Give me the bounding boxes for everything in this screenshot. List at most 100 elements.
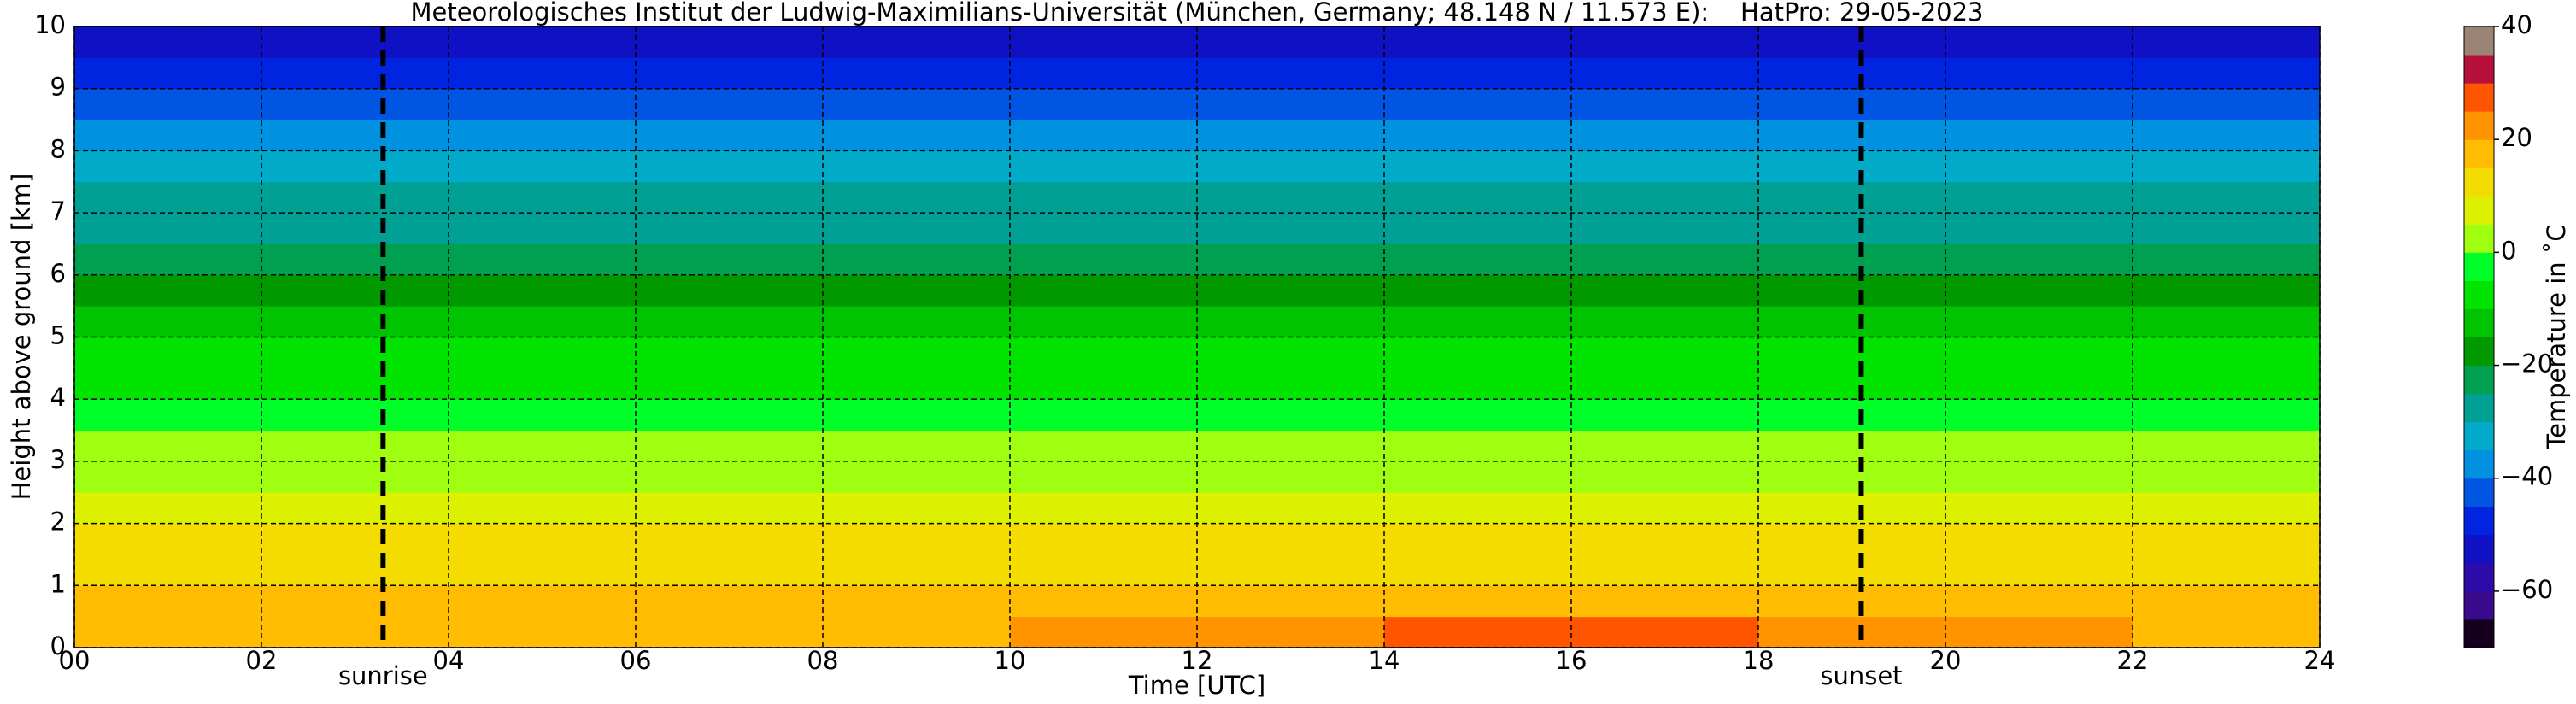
heatmap-cell — [2133, 430, 2321, 462]
heatmap-cell — [2133, 337, 2321, 369]
heatmap-cell — [74, 274, 262, 307]
heatmap-cell — [449, 430, 637, 462]
heatmap-cell — [1571, 150, 1759, 183]
heatmap-cell — [823, 523, 1011, 555]
heatmap-cell — [449, 616, 637, 648]
heatmap-cell — [636, 585, 824, 618]
heatmap-cell — [1197, 306, 1385, 337]
heatmap-cell — [449, 492, 637, 525]
heatmap-cell — [823, 399, 1011, 431]
heatmap-cell — [2133, 26, 2321, 58]
heatmap-cell — [1571, 120, 1759, 151]
heatmap-cell — [1945, 181, 2133, 214]
heatmap-cell — [1197, 243, 1385, 276]
colorbar-swatch — [2464, 337, 2494, 367]
colorbar-frame — [2463, 26, 2495, 648]
heatmap-cell — [1384, 367, 1572, 400]
heatmap-cell — [2133, 306, 2321, 337]
heatmap-cell — [449, 306, 637, 337]
heatmap-cell — [1758, 430, 1946, 462]
heatmap-cell — [74, 399, 262, 431]
colorbar-swatch — [2464, 196, 2494, 225]
heatmap-cell — [1384, 337, 1572, 369]
heatmap-cell — [1945, 585, 2133, 618]
heatmap-cell — [1571, 337, 1759, 369]
heatmap-cell — [74, 243, 262, 276]
heatmap-cell — [74, 213, 262, 244]
heatmap-cell — [2133, 120, 2321, 151]
heatmap-cell — [1384, 399, 1572, 431]
heatmap-cell — [74, 150, 262, 183]
heatmap-cell — [74, 585, 262, 618]
heatmap-cell — [449, 120, 637, 151]
y-tick-label: 0 — [50, 631, 66, 660]
heatmap-cell — [449, 274, 637, 307]
heatmap-cell — [1384, 57, 1572, 90]
heatmap-cell — [1571, 57, 1759, 90]
colorbar-swatch — [2464, 365, 2494, 395]
heatmap-cell — [1571, 306, 1759, 337]
heatmap-cell — [823, 616, 1011, 648]
heatmap-cell — [449, 26, 637, 58]
heatmap-cell — [1945, 523, 2133, 555]
heatmap-cell — [261, 274, 449, 307]
heatmap-cell — [1571, 585, 1759, 618]
y-tick-label: 3 — [50, 445, 66, 474]
heatmap-cell — [1197, 616, 1385, 648]
heatmap-cell — [449, 213, 637, 244]
heatmap-cell — [636, 88, 824, 120]
heatmap-cell — [1571, 243, 1759, 276]
heatmap-cell — [1571, 523, 1759, 555]
heatmap-cell — [449, 399, 637, 431]
heatmap-cell — [1197, 337, 1385, 369]
heatmap-cell — [1010, 554, 1198, 586]
heatmap-cell — [823, 243, 1011, 276]
colorbar-swatch — [2464, 252, 2494, 281]
heatmap-cell — [1384, 306, 1572, 337]
heatmap-cell — [261, 120, 449, 151]
y-tick-label: 6 — [50, 259, 66, 288]
heatmap-cell — [1384, 243, 1572, 276]
heatmap-cell — [823, 461, 1011, 493]
heatmap-cell — [1384, 26, 1572, 58]
x-tick-label: 18 — [1743, 646, 1775, 675]
heatmap-cell — [823, 554, 1011, 586]
heatmap-cell — [449, 337, 637, 369]
heatmap-cell — [636, 57, 824, 90]
heatmap-cell — [1197, 181, 1385, 214]
heatmap-cell — [1571, 554, 1759, 586]
heatmap-cell — [449, 554, 637, 586]
heatmap-cell — [74, 26, 262, 58]
heatmap-cell — [261, 181, 449, 214]
heatmap-cell — [261, 523, 449, 555]
colorbar-swatch — [2464, 534, 2494, 564]
heatmap-cell — [1010, 523, 1198, 555]
heatmap-cell — [1945, 367, 2133, 400]
plot-frame — [73, 26, 2321, 648]
x-tick-label: 02 — [246, 646, 278, 675]
heatmap-cell — [1384, 181, 1572, 214]
colorbar-swatch — [2464, 449, 2494, 479]
heatmap-cell — [1945, 554, 2133, 586]
heatmap-cell — [261, 461, 449, 493]
x-tick-label: 06 — [620, 646, 652, 675]
heatmap-cell — [1197, 274, 1385, 307]
x-tick-label: 04 — [433, 646, 465, 675]
heatmap-cell — [74, 492, 262, 525]
heatmap-cell — [636, 243, 824, 276]
heatmap-cell — [1571, 213, 1759, 244]
heatmap-cell — [261, 26, 449, 58]
heatmap-cell — [1010, 337, 1198, 369]
heatmap-cell — [74, 57, 262, 90]
colorbar-swatch — [2464, 167, 2494, 197]
heatmap-cell — [1945, 430, 2133, 462]
heatmap-cell — [449, 88, 637, 120]
heatmap-cell — [1945, 150, 2133, 183]
heatmap-cell — [1945, 399, 2133, 431]
heatmap-cell — [1197, 88, 1385, 120]
heatmap-cell — [74, 120, 262, 151]
heatmap-cell — [1384, 213, 1572, 244]
heatmap-cell — [1945, 88, 2133, 120]
heatmap-cell — [636, 554, 824, 586]
heatmap-cell — [74, 616, 262, 648]
